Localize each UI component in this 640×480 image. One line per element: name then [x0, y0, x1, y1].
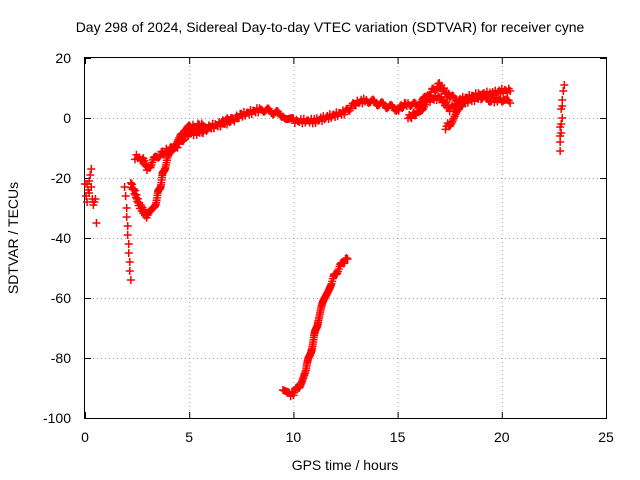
data-point-main-track [506, 87, 515, 95]
x-tick-label: 10 [286, 429, 302, 445]
data-point-lower-branch-15-20 [419, 104, 428, 113]
data-point-lower-branch-15-20 [506, 99, 515, 107]
data-point-early-cluster [83, 180, 92, 188]
data-point-upper-branch [202, 126, 211, 135]
data-point-upper-branch [156, 152, 165, 161]
x-tick-label: 15 [390, 429, 406, 445]
y-tick-label: -80 [51, 350, 71, 366]
data-point-late-cluster [559, 87, 568, 95]
data-point-main-track [340, 110, 349, 119]
data-point-early-cluster [83, 198, 92, 206]
data-point-dip-17-18 [449, 114, 458, 123]
data-point-upper-branch [179, 136, 188, 145]
data-point-early-cluster [85, 189, 94, 197]
data-point-drop-at-2h [126, 276, 135, 284]
data-point-drop-at-2h [125, 258, 134, 266]
data-point-steep-rise [333, 269, 342, 278]
data-point-drop-at-2h [123, 222, 132, 230]
data-point-upper-branch [146, 162, 155, 171]
y-tick-label: -100 [43, 410, 71, 426]
data-point-drop-at-2h [122, 213, 131, 221]
data-point-main-track [442, 88, 451, 97]
data-point-dip-17-18 [447, 119, 456, 128]
data-point-early-cluster [87, 183, 96, 191]
y-tick-label: 0 [63, 110, 71, 126]
y-tick-label: -20 [51, 170, 71, 186]
data-point-main-track [234, 114, 243, 123]
data-point-dip-17-18 [448, 117, 457, 126]
data-point-dip-17-18 [458, 102, 467, 110]
data-point-main-track [398, 104, 407, 113]
y-tick-label: 20 [55, 50, 71, 66]
y-tick-label: -40 [51, 230, 71, 246]
data-point-upper-branch [164, 147, 173, 156]
data-point-late-cluster [556, 147, 565, 155]
x-tick-label: 20 [494, 429, 510, 445]
y-tick-label: -60 [51, 290, 71, 306]
data-point-drop-at-2h [123, 231, 132, 239]
data-point-main-track [440, 84, 449, 93]
x-tick-label: 5 [185, 429, 193, 445]
data-point-steep-rise [340, 259, 349, 268]
data-point-late-cluster [558, 114, 567, 122]
data-point-main-track [264, 104, 273, 113]
data-point-dip-17-18 [449, 116, 458, 125]
data-point-late-cluster [560, 81, 569, 89]
data-point-late-cluster [558, 102, 567, 110]
data-layer [81, 78, 569, 401]
plot-frame [84, 57, 607, 419]
data-point-dip-17-18 [450, 112, 459, 121]
data-point-early-cluster [92, 219, 101, 227]
data-point-upper-branch [154, 153, 163, 162]
data-point-steep-rise [342, 254, 351, 263]
data-point-lower-branch-15-20 [441, 98, 450, 107]
data-point-drop-at-2h [122, 204, 131, 212]
y-axis-label: SDTVAR / TECUs [5, 182, 21, 294]
data-point-early-cluster [86, 171, 95, 179]
data-point-drop-at-2h [125, 267, 134, 275]
data-point-early-cluster [91, 195, 100, 203]
x-axis-label: GPS time / hours [292, 457, 399, 473]
data-point-drop-at-2h [124, 249, 133, 257]
data-point-steep-rise [343, 255, 352, 263]
data-point-upper-branch [173, 143, 182, 152]
data-point-late-cluster [557, 120, 566, 128]
data-point-drop-at-2h [121, 192, 130, 200]
data-point-early-cluster [87, 165, 96, 173]
x-tick-label: 25 [598, 429, 614, 445]
data-point-drop-at-2h [120, 183, 129, 191]
data-point-drop-at-2h [124, 240, 133, 248]
data-point-late-cluster [556, 132, 565, 140]
data-point-upper-branch [226, 114, 235, 122]
chart-title: Day 298 of 2024, Sidereal Day-to-day VTE… [76, 19, 585, 35]
x-tick-label: 0 [81, 429, 89, 445]
